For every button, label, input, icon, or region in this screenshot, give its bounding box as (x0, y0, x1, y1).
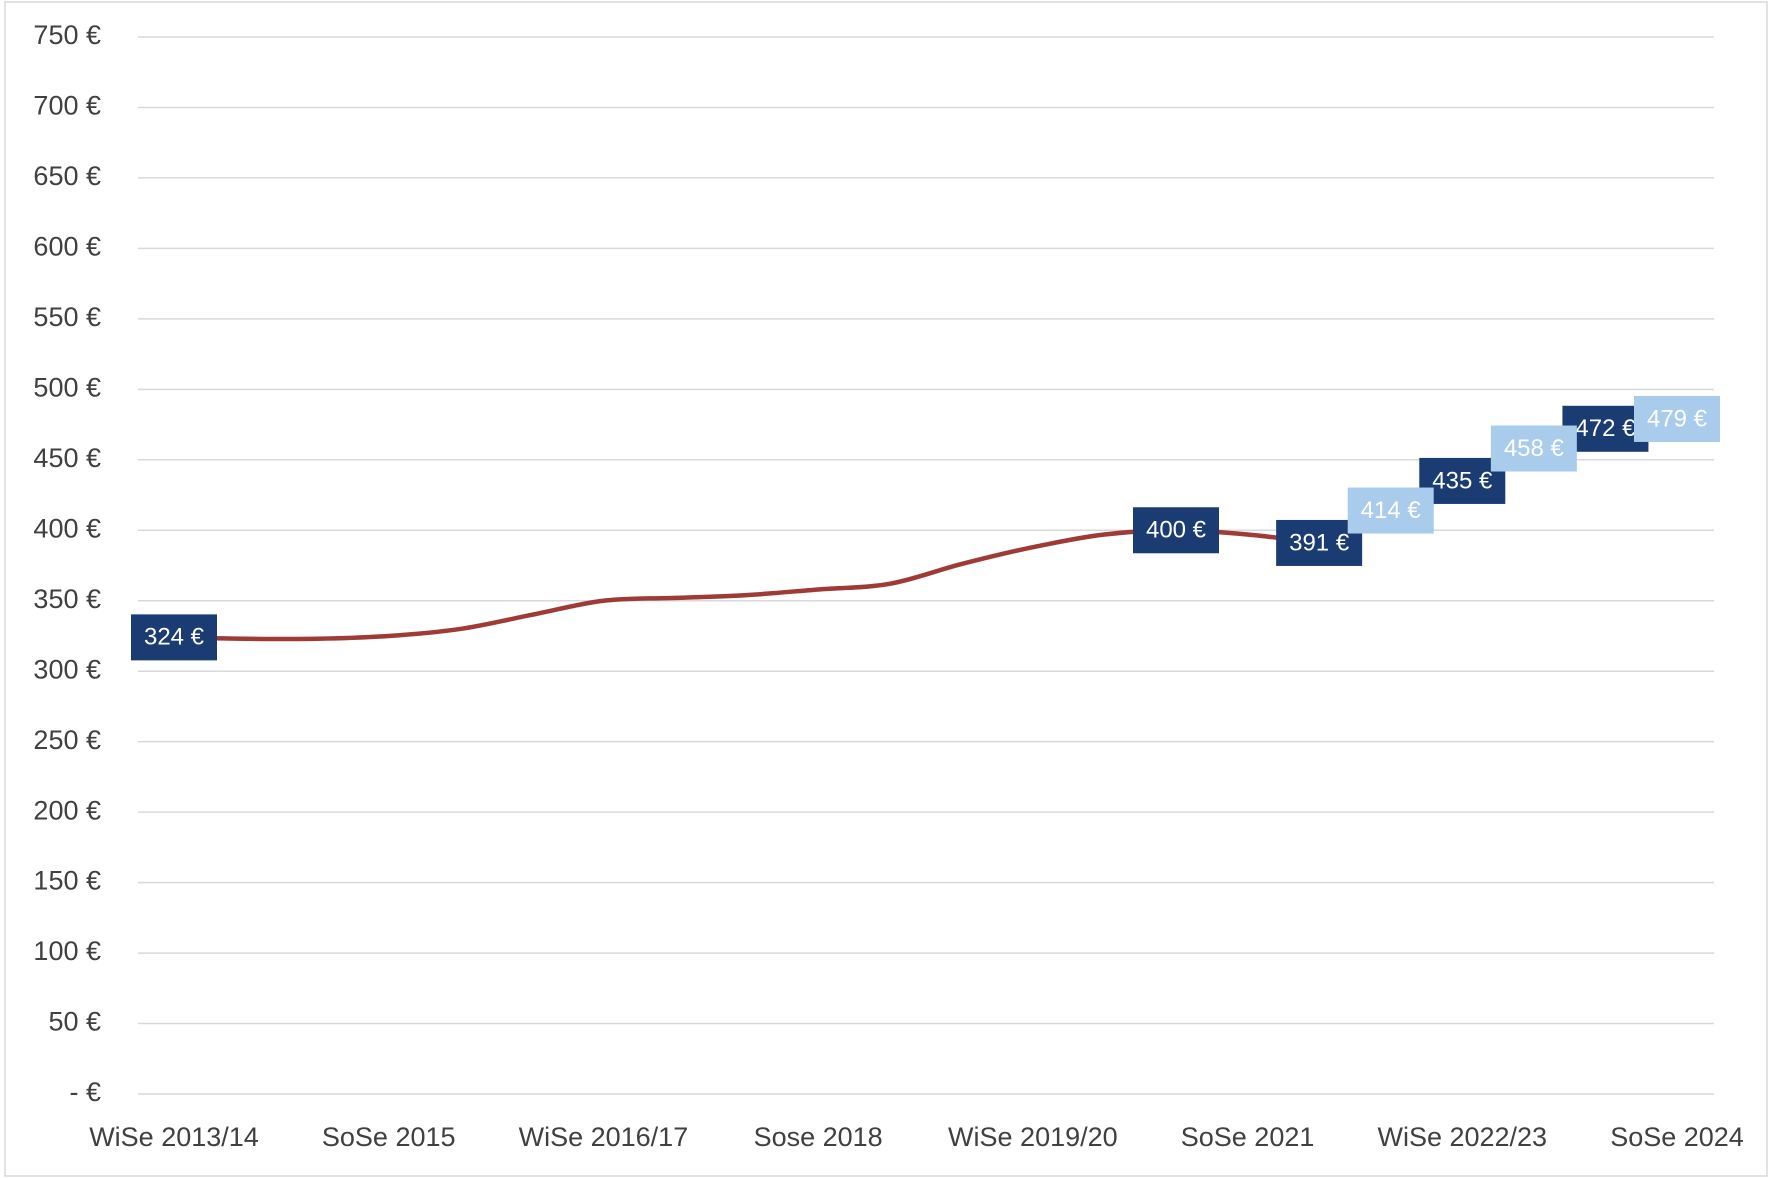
chart-border (4, 1, 1768, 1177)
y-tick-label: 700 € (33, 91, 101, 121)
data-label-box (1634, 395, 1720, 442)
y-tick-label: 250 € (33, 725, 101, 755)
x-tick-label: WiSe 2019/20 (948, 1122, 1118, 1152)
y-tick-label: 550 € (33, 302, 101, 332)
y-tick-label: 350 € (33, 584, 101, 614)
data-label: 435 € (1432, 467, 1493, 494)
data-label-box (1347, 487, 1434, 534)
y-tick-label: 100 € (33, 936, 101, 966)
y-tick-label: 200 € (33, 795, 101, 825)
y-tick-label: 300 € (33, 654, 101, 684)
data-label-box (1490, 425, 1577, 472)
x-tick-label: SoSe 2021 (1181, 1122, 1315, 1152)
data-label: 391 € (1289, 529, 1350, 556)
x-tick-label: SoSe 2024 (1610, 1122, 1744, 1152)
y-tick-label: 400 € (33, 513, 101, 543)
data-label: 472 € (1575, 415, 1636, 442)
data-label-box (1133, 507, 1219, 554)
data-label: 400 € (1146, 517, 1207, 544)
y-tick-label: - € (69, 1077, 101, 1107)
y-tick-label: 150 € (33, 866, 101, 896)
y-tick-label: 500 € (33, 372, 101, 402)
data-label: 458 € (1504, 435, 1565, 462)
y-tick-label: 650 € (33, 161, 101, 191)
x-tick-label: Sose 2018 (754, 1122, 883, 1152)
x-tick-label: WiSe 2016/17 (519, 1122, 689, 1152)
y-tick-label: 450 € (33, 443, 101, 473)
data-label: 414 € (1361, 497, 1422, 524)
x-tick-label: SoSe 2015 (322, 1122, 456, 1152)
x-tick-label: WiSe 2013/14 (89, 1122, 259, 1152)
data-label: 479 € (1647, 405, 1708, 432)
x-tick-label: WiSe 2022/23 (1377, 1122, 1547, 1152)
line (171, 528, 1322, 642)
y-tick-label: 600 € (33, 232, 101, 262)
y-tick-label: 750 € (33, 20, 101, 50)
data-label: 324 € (144, 624, 205, 651)
y-tick-label: 50 € (48, 1007, 101, 1037)
data-label-box (131, 614, 217, 661)
